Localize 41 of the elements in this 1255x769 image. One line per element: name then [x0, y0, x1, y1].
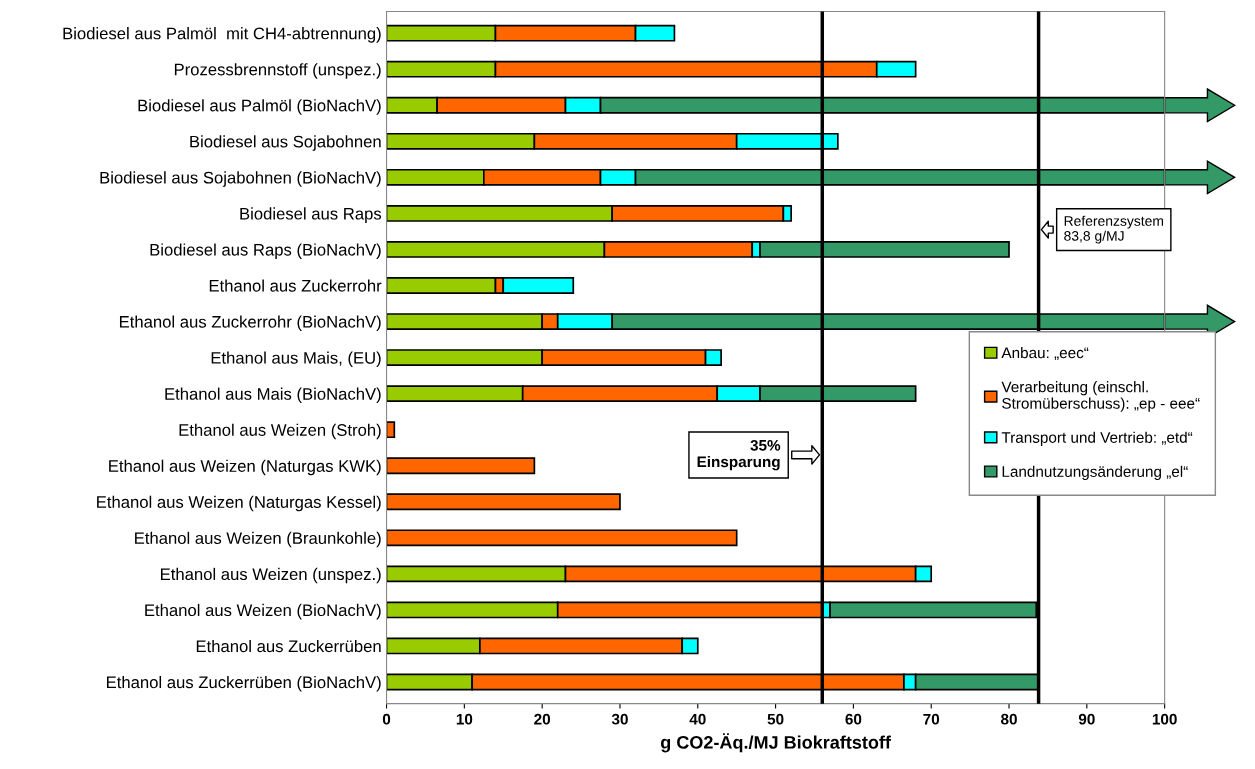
y-tick-label: Biodiesel aus Sojabohnen (BioNachV) — [100, 171, 381, 187]
y-tick-label: Ethanol aus Weizen (BioNachV) — [145, 603, 381, 620]
x-tick-label: 70 — [923, 713, 940, 725]
legend-label: Anbau: „eec“ — [1001, 347, 1089, 361]
y-tick-label: Ethanol aus Mais, (EU) — [211, 351, 381, 368]
bar — [386, 421, 396, 439]
y-tick-label: Ethanol aus Zuckerrüben — [196, 639, 381, 653]
y-tick-label: Ethanol aus Mais (BioNachV) — [165, 387, 381, 404]
bar — [386, 457, 536, 475]
y-tick-label: Ethanol aus Weizen (Braunkohle) — [135, 531, 381, 548]
x-tick-label: 100 — [1152, 713, 1177, 725]
x-tick-label: 50 — [767, 713, 784, 725]
bar — [386, 493, 621, 511]
x-tick-label: 10 — [456, 713, 473, 725]
legend-label: Transport und Vertrieb: „etd“ — [1001, 431, 1193, 446]
y-tick-label: Ethanol aus Zuckerrohr — [209, 279, 382, 292]
ref-line-label: Referenzsystem 83,8 g/MJ — [1064, 215, 1164, 244]
legend-label: Landnutzungsänderung „el“ — [1002, 465, 1188, 481]
x-tick-label: 80 — [1001, 713, 1017, 725]
x-axis-title: g CO2-Äq./MJ Biokraftstoff — [660, 733, 891, 753]
x-tick-label: 40 — [689, 713, 706, 725]
bar — [386, 529, 738, 547]
y-tick-label: Prozessbrennstoff (unspez.) — [174, 63, 381, 79]
x-tick-label: 0 — [382, 713, 391, 725]
y-tick-label: Biodiesel aus Palmöl mit CH4-abtrennung) — [63, 27, 381, 43]
y-tick-label: Ethanol aus Weizen (Naturgas KWK) — [109, 459, 381, 476]
x-tick-label: 20 — [534, 713, 551, 725]
y-tick-label: Biodiesel aus Sojabohnen — [190, 135, 381, 151]
legend-label: Verarbeitung (einschl. Stromüberschuss): „ep - eee“ — [1001, 381, 1200, 412]
y-tick-label: Ethanol aus Zuckerrüben (BioNachV) — [107, 675, 381, 692]
x-tick-label: 60 — [845, 713, 862, 725]
y-tick-label: Ethanol aus Weizen (Stroh) — [179, 423, 381, 440]
y-tick-label: Ethanol aus Weizen (unspez.) — [161, 567, 381, 584]
ref-line-label: 35% Einsparung — [697, 439, 781, 471]
y-tick-label: Biodiesel aus Raps — [240, 207, 382, 223]
y-tick-label: Biodiesel aus Palmöl (BioNachV) — [138, 99, 381, 115]
x-tick-label: 30 — [611, 713, 628, 725]
x-tick-label: 90 — [1078, 713, 1095, 725]
y-tick-label: Ethanol aus Weizen (Naturgas Kessel) — [97, 495, 381, 512]
y-tick-label: Biodiesel aus Raps (BioNachV) — [150, 243, 381, 259]
y-tick-label: Ethanol aus Zuckerrohr (BioNachV) — [119, 315, 381, 332]
